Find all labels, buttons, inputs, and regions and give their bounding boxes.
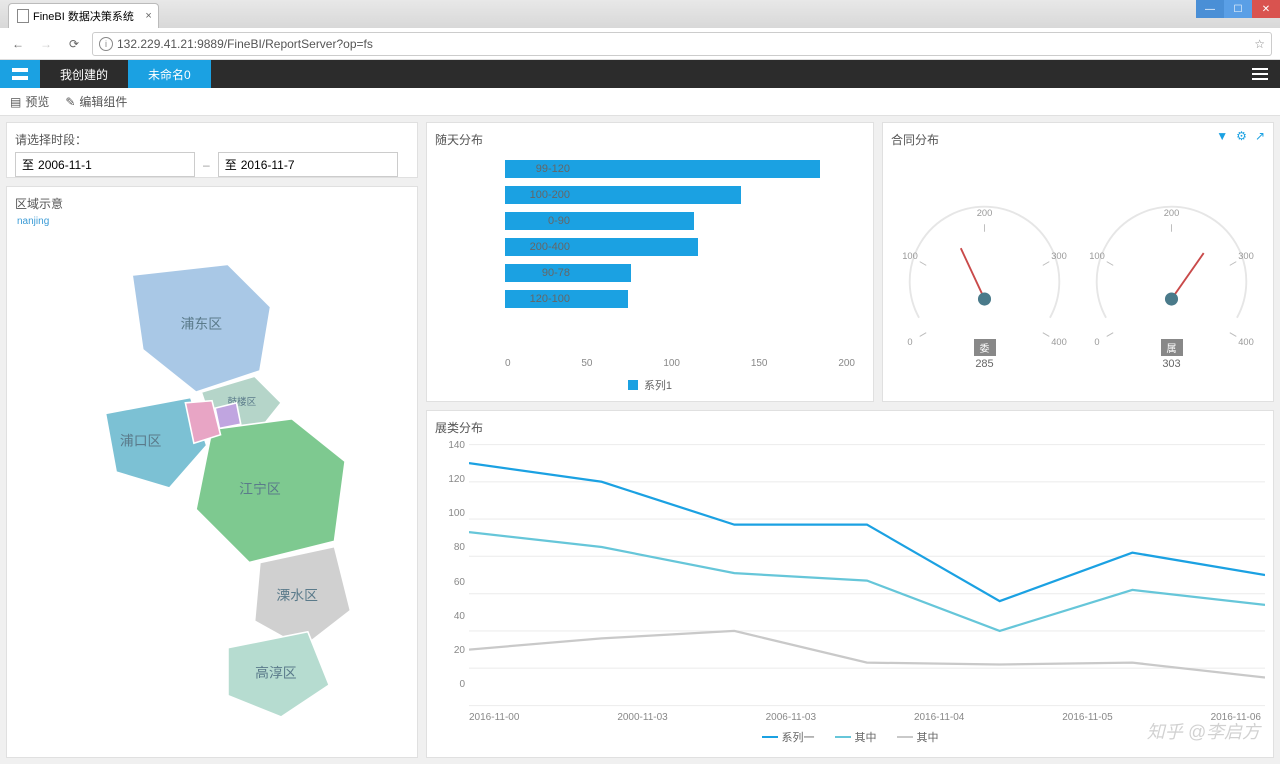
line-y-axis: 140120100806040200 — [435, 440, 465, 690]
url-text: 132.229.41.21:9889/FineBI/ReportServer?o… — [117, 37, 373, 51]
svg-text:200: 200 — [1164, 208, 1180, 218]
filter-icon[interactable]: ▼ — [1216, 129, 1228, 143]
browser-tab-title: FineBI 数据决策系统 — [33, 8, 134, 24]
filter-title: 请选择时段： — [15, 131, 409, 148]
legend-item[interactable]: 其中 — [897, 729, 939, 745]
bar-category-label: 100-200 — [505, 189, 570, 201]
line-chart[interactable]: 140120100806040200 — [435, 440, 1265, 710]
line-chart-title: 展类分布 — [435, 419, 1265, 436]
date-range-dash: – — [203, 158, 210, 172]
close-tab-icon[interactable]: × — [145, 10, 151, 22]
toolbar: ▤ 预览 ✎ 编辑组件 — [0, 88, 1280, 116]
svg-text:0: 0 — [907, 337, 912, 347]
svg-text:400: 400 — [1051, 337, 1067, 347]
bar-chart-title: 随天分布 — [435, 131, 865, 148]
window-close-button[interactable]: ✕ — [1252, 0, 1280, 18]
app-header: 我创建的未命名0 — [0, 60, 1280, 88]
url-input[interactable]: i 132.229.41.21:9889/FineBI/ReportServer… — [92, 32, 1272, 56]
svg-text:400: 400 — [1238, 337, 1254, 347]
bar-x-axis: 050100150200 — [435, 358, 865, 369]
gauge-title: 合同分布 — [891, 131, 1265, 148]
bar-category-label: 0-90 — [505, 215, 570, 227]
info-icon[interactable]: i — [99, 37, 113, 51]
line-series[interactable] — [469, 532, 1265, 631]
legend-item[interactable]: 系列一 — [762, 729, 815, 745]
preview-button[interactable]: ▤ 预览 — [10, 93, 49, 110]
bar-category-label: 200-400 — [505, 241, 570, 253]
date-to-input[interactable]: 至 2016-11-7 — [218, 152, 398, 177]
line-chart-panel: 展类分布 140120100806040200 2016-11-002000-1… — [426, 410, 1274, 758]
map-region-label: 江宁区 — [239, 480, 281, 496]
window-maximize-button[interactable]: ☐ — [1224, 0, 1252, 18]
map-title: 区域示意 — [15, 195, 409, 212]
browser-tab[interactable]: FineBI 数据决策系统 × — [8, 3, 159, 28]
browser-tab-strip: FineBI 数据决策系统 × — ☐ ✕ — [0, 0, 1280, 28]
gear-icon[interactable]: ⚙ — [1236, 129, 1247, 143]
file-icon — [17, 9, 29, 23]
map-subtitle: nanjing — [17, 216, 409, 227]
map-region[interactable] — [215, 403, 241, 429]
map-region-label: 浦口区 — [120, 432, 162, 448]
edit-button[interactable]: ✎ 编辑组件 — [65, 93, 127, 110]
app-tab[interactable]: 我创建的 — [40, 60, 128, 88]
svg-text:100: 100 — [902, 251, 918, 261]
svg-text:300: 300 — [1051, 251, 1067, 261]
line-x-axis: 2016-11-002000-11-032006-11-032016-11-04… — [435, 712, 1265, 723]
svg-text:300: 300 — [1238, 251, 1254, 261]
gauge[interactable]: 0 100 200 300 400 属303 — [1078, 152, 1265, 390]
map-panel: 区域示意 nanjing 浦东区鼓楼区浦口区江宁区溧水区高淳区 — [6, 186, 418, 758]
address-bar: ← → ⟳ i 132.229.41.21:9889/FineBI/Report… — [0, 28, 1280, 60]
map-region-label: 浦东区 — [181, 315, 223, 331]
bar-legend: 系列1 — [435, 377, 865, 393]
bar-chart-panel: 随天分布 99-120 100-200 0-90 200-400 90-78 120-10… — [426, 122, 874, 402]
date-filter-panel: 请选择时段： 至 2006-11-1 – 至 2016-11-7 — [6, 122, 418, 178]
map-region-label: 溧水区 — [276, 587, 318, 603]
map-region-label: 高淳区 — [255, 665, 297, 681]
bar-chart[interactable]: 99-120 100-200 0-90 200-400 90-78 120-100 — [435, 152, 865, 354]
app-tab[interactable]: 未命名0 — [128, 60, 211, 88]
gauge[interactable]: 0 100 200 300 400 委285 — [891, 152, 1078, 390]
pencil-icon: ✎ — [65, 95, 75, 109]
reload-button[interactable]: ⟳ — [64, 34, 84, 54]
forward-button[interactable]: → — [36, 34, 56, 54]
svg-text:100: 100 — [1089, 251, 1105, 261]
svg-text:200: 200 — [977, 208, 993, 218]
window-controls: — ☐ ✕ — [1196, 0, 1280, 18]
gauge-label: 委285 — [974, 339, 996, 370]
main-content: 请选择时段： 至 2006-11-1 – 至 2016-11-7 区域示意 na… — [0, 116, 1280, 764]
hamburger-button[interactable] — [1240, 60, 1280, 88]
app-menu-button[interactable] — [0, 60, 40, 88]
export-icon[interactable]: ↗ — [1255, 129, 1265, 143]
gauge-panel: 合同分布 ▼ ⚙ ↗ 0 100 200 300 400 委285 0 100 200 300 40… — [882, 122, 1274, 402]
legend-swatch — [628, 380, 638, 390]
gauge-toolbar: ▼ ⚙ ↗ — [1216, 129, 1265, 143]
gauge-label: 属303 — [1161, 339, 1183, 370]
page-icon: ▤ — [10, 95, 21, 109]
bookmark-star-icon[interactable]: ☆ — [1254, 37, 1265, 51]
bar-category-label: 99-120 — [505, 163, 570, 175]
back-button[interactable]: ← — [8, 34, 28, 54]
region-map[interactable]: 浦东区鼓楼区浦口区江宁区溧水区高淳区 — [15, 231, 409, 745]
bar-category-label: 90-78 — [505, 267, 570, 279]
legend-item[interactable]: 其中 — [835, 729, 877, 745]
date-from-input[interactable]: 至 2006-11-1 — [15, 152, 195, 177]
line-legend: 系列一 其中 其中 — [435, 729, 1265, 745]
line-series[interactable] — [469, 631, 1265, 678]
bar-category-label: 120-100 — [505, 293, 570, 305]
window-minimize-button[interactable]: — — [1196, 0, 1224, 18]
svg-text:0: 0 — [1094, 337, 1099, 347]
